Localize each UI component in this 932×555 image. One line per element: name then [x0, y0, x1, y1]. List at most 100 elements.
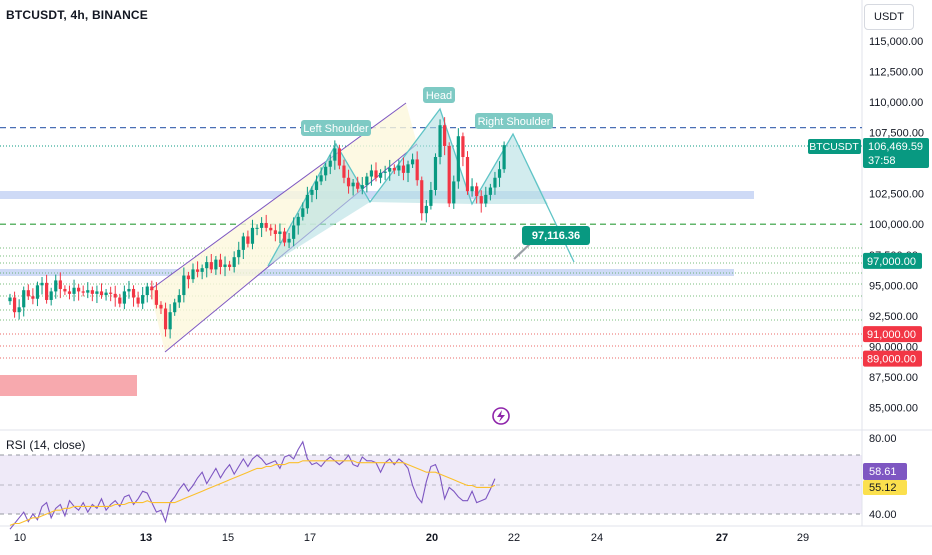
candle-body: [136, 297, 140, 304]
candle-body: [99, 291, 104, 296]
candle-body: [150, 286, 154, 291]
candle-body: [337, 148, 341, 166]
candle-body: [273, 230, 277, 234]
candle-body: [475, 186, 479, 197]
time-tick-label: 17: [304, 532, 316, 544]
candle-body: [218, 259, 223, 267]
candle-body: [8, 297, 12, 302]
price-tick-label: 92,500.00: [869, 311, 918, 323]
time-tick-label: 20: [426, 532, 438, 544]
rsi-title: RSI (14, close): [6, 438, 86, 452]
candle-body: [397, 165, 401, 171]
candle-body: [497, 169, 502, 178]
candle-body: [365, 176, 369, 186]
candle-body: [452, 181, 456, 204]
candle-body: [292, 225, 296, 239]
candle-body: [369, 170, 374, 177]
time-tick-label: 15: [222, 532, 234, 544]
candle-body: [63, 288, 67, 292]
candle-body: [383, 171, 387, 173]
candle-body: [356, 182, 360, 189]
candle-body: [109, 292, 113, 294]
price-tick-label: 102,500.00: [869, 189, 924, 201]
right-shoulder-label-box: [475, 113, 553, 129]
candle-body: [17, 307, 21, 313]
candle-body: [173, 302, 177, 313]
candle-body: [269, 227, 273, 231]
candle-body: [241, 236, 245, 250]
candle-body: [342, 165, 346, 178]
candle-body: [122, 291, 126, 304]
head-label-box: [423, 87, 455, 103]
time-tick-label: 24: [591, 532, 603, 544]
candle-body: [26, 290, 30, 297]
level-badge: 97,000.00: [867, 256, 916, 268]
candle-body: [127, 288, 131, 292]
rsi-tick-label: 80.00: [869, 433, 897, 445]
candle-body: [260, 222, 264, 228]
price-tick-label: 87,500.00: [869, 372, 918, 384]
price-tick-label: 107,500.00: [869, 128, 924, 140]
candle-body: [145, 286, 149, 296]
candle-body: [113, 293, 117, 298]
candle-body: [104, 292, 108, 296]
candle-body: [209, 262, 213, 270]
price-tick-label: 85,000.00: [869, 403, 918, 415]
symbol-tag: BTCUSDT: [809, 141, 859, 153]
candle-body: [163, 308, 168, 330]
time-tick-label: 29: [797, 532, 809, 544]
candle-body: [392, 167, 396, 171]
price-tick-label: 115,000.00: [869, 36, 923, 48]
time-tick-label: 10: [14, 532, 26, 544]
head-fill: [370, 109, 472, 204]
level-badge: 89,000.00: [867, 354, 916, 366]
right-shoulder-label: Right Shoulder: [478, 116, 551, 128]
candle-body: [90, 290, 94, 294]
candle-body: [223, 264, 227, 267]
price-tick-label: 112,500.00: [869, 66, 923, 78]
candle-body: [488, 187, 492, 195]
head-shoulders-outline: [267, 107, 575, 267]
zone-band-lower: [0, 269, 734, 276]
candle-body: [195, 269, 200, 272]
left-shoulder-label-box: [301, 120, 371, 136]
candle-body: [388, 167, 392, 172]
candle-body: [374, 170, 378, 178]
candle-body: [493, 177, 497, 188]
candle-body: [438, 125, 442, 157]
candle-body: [461, 136, 465, 157]
candle-body: [328, 160, 332, 167]
candle-body: [360, 185, 364, 189]
countdown: 37:58: [868, 155, 896, 167]
level-badge-box: [863, 350, 922, 367]
candle-body: [406, 164, 410, 173]
rsi-band: [0, 455, 862, 514]
rsi-line: [9, 440, 496, 530]
candle-body: [159, 304, 163, 309]
price-tick-label: 110,000.00: [869, 97, 923, 109]
candle-body: [401, 165, 406, 173]
candle-body: [465, 156, 470, 192]
time-tick-label: 27: [716, 532, 728, 544]
candle-body: [246, 236, 250, 244]
candle-body: [214, 259, 218, 270]
candle-body: [177, 295, 181, 303]
candle-body: [429, 189, 433, 206]
time-tick-label: 22: [508, 532, 520, 544]
candle-body: [95, 291, 99, 294]
candle-body: [324, 166, 328, 176]
rsi-tick-label: 40.00: [869, 509, 897, 521]
candle-body: [333, 148, 337, 161]
level-badge: 91,000.00: [867, 329, 916, 341]
candle-body: [319, 175, 323, 182]
candle-body: [502, 145, 506, 170]
candle-body: [40, 282, 44, 286]
currency-selector-button[interactable]: USDT: [864, 4, 914, 30]
candle-body: [443, 125, 447, 146]
candle-body: [287, 238, 291, 243]
candle-body: [470, 186, 474, 192]
candle-body: [81, 291, 85, 293]
rsi-ma-badge: 55.12: [869, 482, 897, 494]
